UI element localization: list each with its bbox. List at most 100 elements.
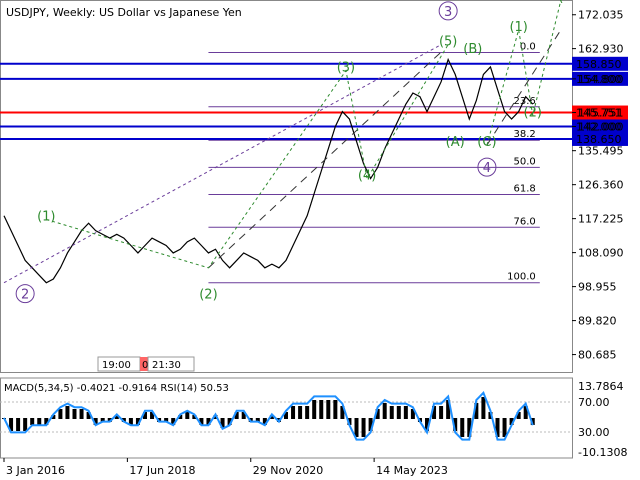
macd-bar [326, 400, 331, 419]
macd-bar [9, 418, 14, 431]
macd-bar [135, 418, 140, 425]
macd-bar [319, 400, 324, 419]
wave-projection [486, 0, 562, 146]
fibonacci-levels: 0.0 23.6 38.2 50.0 61.8 76.0 100.0 [208, 41, 540, 284]
macd-bar [403, 406, 408, 419]
price-line [3, 57, 534, 284]
rsi-line [3, 390, 534, 441]
macd-bar [439, 406, 444, 419]
macd-bar [488, 412, 493, 419]
macd-bar [213, 415, 218, 419]
macd-bar [93, 418, 98, 425]
wave-label: (B) [463, 42, 482, 57]
macd-bar [516, 412, 521, 419]
y-tick-label: 172.035 [578, 9, 624, 22]
macd-bar [37, 418, 42, 425]
macd-bar [347, 418, 352, 425]
macd-bar [382, 403, 387, 419]
channel-line [208, 51, 442, 269]
macd-bar [495, 418, 500, 437]
x-tick-label: 17 Jun 2018 [129, 464, 195, 477]
y-tick-label: 145.751 [578, 107, 624, 120]
macd-bar [150, 412, 155, 419]
macd-bar [199, 418, 204, 425]
wave-labels: (1) 2 (2) (3) (4) 3 (5) (B) (A) (C) 4 (1) (2) ( [15, 0, 563, 304]
wave-label: (C) [477, 135, 496, 150]
wave-label: 3 [444, 5, 452, 20]
indicator-tick-label: 70.00 [578, 396, 610, 409]
wave-label: 4 [483, 161, 491, 176]
macd-bar [305, 406, 310, 419]
macd-bar [375, 409, 380, 419]
fib-label: 23.6 [514, 96, 536, 107]
macd-bar [425, 418, 429, 431]
macd-bar [298, 406, 303, 419]
svg-text:0: 0 [142, 360, 148, 371]
macd-bar [446, 400, 451, 419]
time-marker[interactable]: 19:00 0 21:30 [97, 356, 195, 372]
macd-bar [185, 412, 190, 419]
indicator-tick-label: -10.1308 [578, 446, 627, 459]
macd-bar [396, 406, 401, 419]
macd-bar [262, 418, 267, 425]
y-tick-label: 142.000 [578, 120, 624, 133]
price-series [3, 0, 562, 284]
y-tick-label: 154.800 [578, 73, 624, 86]
macd-bar [206, 418, 211, 425]
macd-bar [114, 415, 119, 419]
macd-bar [86, 412, 91, 419]
macd-bar [192, 415, 197, 419]
macd-bar [65, 406, 70, 419]
macd-bar [291, 406, 296, 419]
macd-bar [72, 409, 77, 419]
macd-bar [312, 400, 317, 419]
y-tick-label: 108.090 [578, 247, 624, 260]
macd-bar [410, 409, 415, 419]
macd-bar [234, 412, 239, 419]
macd-bar [523, 406, 528, 419]
macd-bar [100, 418, 105, 422]
macd-bar [453, 418, 458, 431]
wave-circle [15, 284, 35, 304]
y-tick-label: 98.955 [578, 281, 617, 294]
macd-bar [51, 415, 56, 419]
macd-bar [107, 418, 112, 422]
macd-bar [333, 400, 338, 419]
macd-bar [269, 415, 274, 419]
level-tag-label: 154.800 [576, 73, 622, 86]
macd-bar [284, 412, 288, 419]
channel-line [486, 29, 562, 146]
macd-bar [530, 418, 535, 425]
indicator-tick-label: 13.7864 [578, 380, 624, 393]
level-tag-label: 142.000 [576, 120, 622, 133]
fib-label: 76.0 [514, 216, 536, 227]
level-tag [572, 71, 628, 86]
indicator-panel: MACD(5,34,5) -0.4021 -0.9164 RSI(14) 50.… [0, 377, 627, 459]
wave-label: (1) [37, 209, 55, 224]
wave-label: (5) [439, 35, 457, 50]
macd-bar [79, 409, 84, 419]
wave-label: (2) [524, 105, 542, 120]
level-tag [572, 119, 628, 134]
macd-bar [509, 418, 514, 425]
y-tick-label: 162.930 [578, 43, 624, 56]
y-tick-label: 80.685 [578, 349, 617, 362]
wave-label: 2 [21, 288, 29, 303]
time-axis: 3 Jan 2016 17 Jun 2018 29 Nov 2020 14 May 2… [3, 458, 448, 477]
macd-bar [354, 418, 359, 437]
macd-bar [121, 418, 126, 422]
macd-bar [340, 406, 345, 419]
macd-bar [389, 406, 394, 419]
wave-circle [477, 157, 497, 177]
channel-line [3, 44, 442, 284]
macd-bar [368, 418, 373, 431]
svg-text:21:30: 21:30 [152, 360, 181, 371]
wave-guide [46, 44, 449, 269]
macd-bar [502, 418, 507, 437]
macd-bar [460, 418, 465, 437]
macd-bar [361, 418, 366, 437]
macd-bar [143, 412, 147, 419]
y-tick-label: 126.360 [578, 179, 624, 192]
